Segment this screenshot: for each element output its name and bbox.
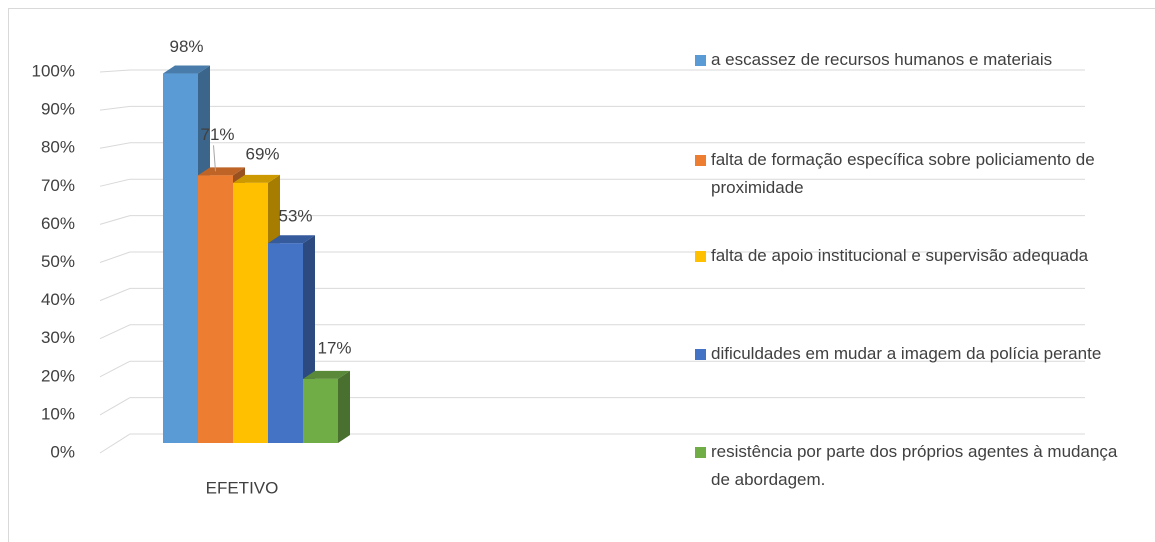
legend-label: falta de apoio institucional e supervisã… xyxy=(711,246,1089,265)
y-tick-label: 20% xyxy=(41,366,75,385)
bar-top xyxy=(268,235,315,244)
legend-item: a escassez de recursos humanos e materia… xyxy=(695,46,1140,74)
grid-line xyxy=(99,69,1085,73)
bar-top xyxy=(303,370,350,379)
legend-item: falta de formação específica sobre polic… xyxy=(695,146,1140,202)
data-label: 71% xyxy=(200,125,234,144)
grid-line xyxy=(99,324,1085,340)
grid-line xyxy=(99,251,1085,263)
chart-border xyxy=(8,8,1155,542)
legend-swatch xyxy=(695,55,706,66)
legend-item: dificuldades em mudar a imagem da políci… xyxy=(695,340,1140,368)
grid-line xyxy=(99,287,1085,302)
y-tick-label: 70% xyxy=(41,176,75,195)
legend-swatch xyxy=(695,251,706,262)
legend-item: resistência por parte dos próprios agent… xyxy=(695,438,1140,494)
legend-swatch xyxy=(695,349,706,360)
data-label: 53% xyxy=(278,207,312,226)
bar-side xyxy=(338,370,350,443)
grid-line xyxy=(99,360,1085,378)
bar xyxy=(198,175,233,443)
bar-top xyxy=(198,167,245,176)
y-tick-label: 50% xyxy=(41,252,75,271)
legend-label: falta de formação específica sobre polic… xyxy=(711,150,1095,197)
grid-line xyxy=(99,105,1085,111)
y-tick-label: 90% xyxy=(41,100,75,119)
legend-label: resistência por parte dos próprios agent… xyxy=(711,442,1118,489)
grid-line xyxy=(99,215,1085,225)
data-label: 98% xyxy=(169,37,203,56)
bar xyxy=(163,73,198,443)
bar xyxy=(233,182,268,443)
legend-swatch xyxy=(695,155,706,166)
y-tick-label: 0% xyxy=(50,442,75,461)
bar-top xyxy=(233,174,280,183)
data-label: 17% xyxy=(317,338,351,357)
y-tick-label: 40% xyxy=(41,290,75,309)
bar xyxy=(268,243,303,443)
legend-label: a escassez de recursos humanos e materia… xyxy=(711,50,1053,69)
leader-line xyxy=(213,145,216,172)
y-tick-label: 60% xyxy=(41,214,75,233)
grid-line xyxy=(99,433,1085,454)
y-tick-label: 100% xyxy=(32,61,75,80)
grid-line xyxy=(99,397,1085,416)
y-tick-label: 30% xyxy=(41,328,75,347)
legend-label: dificuldades em mudar a imagem da políci… xyxy=(711,344,1102,363)
legend-item: falta de apoio institucional e supervisã… xyxy=(695,242,1140,270)
legend-swatch xyxy=(695,447,706,458)
data-label: 69% xyxy=(245,144,279,163)
grid-line xyxy=(99,178,1085,187)
grid-line xyxy=(99,142,1085,149)
y-tick-label: 10% xyxy=(41,404,75,423)
x-tick-label: EFETIVO xyxy=(206,478,279,497)
bar xyxy=(303,378,338,443)
bar-top xyxy=(163,65,210,74)
y-tick-label: 80% xyxy=(41,138,75,157)
